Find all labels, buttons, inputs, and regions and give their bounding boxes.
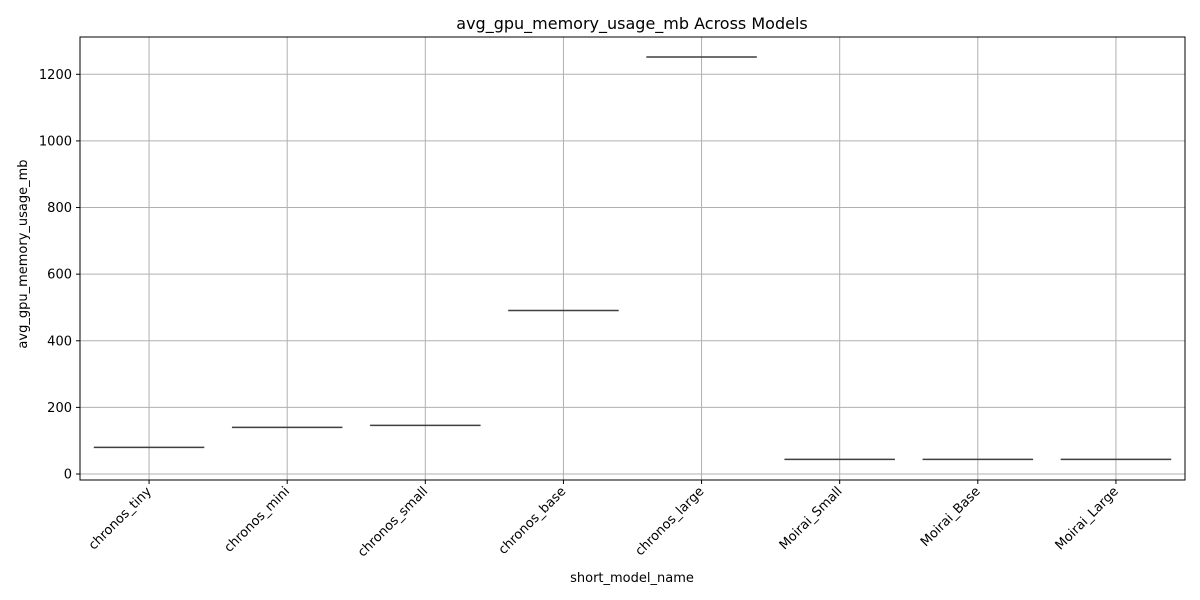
- x-tick-label: chronos_base: [496, 484, 569, 557]
- x-tick-label: Moirai_Base: [918, 484, 984, 550]
- y-tick-label: 800: [47, 201, 72, 216]
- y-tick-label: 600: [47, 268, 72, 283]
- plot-frame: [79, 36, 1186, 481]
- grid: [80, 37, 1185, 480]
- ticks: 0 200 400 600 800 1000 1200 chronos_tiny chronos…: [39, 68, 1122, 560]
- x-axis-label: short_model_name: [570, 571, 694, 586]
- x-tick-label: Moirai_Small: [777, 484, 846, 553]
- y-tick-label: 200: [47, 401, 72, 416]
- y-tick-label: 400: [47, 334, 72, 349]
- x-tick-label: Moirai_Large: [1053, 484, 1122, 553]
- chart-title: avg_gpu_memory_usage_mb Across Models: [456, 14, 807, 34]
- y-axis-label: avg_gpu_memory_usage_mb: [16, 159, 31, 348]
- x-tick-label: chronos_small: [355, 484, 431, 560]
- boxes: [93, 56, 1172, 461]
- y-tick-label: 1000: [39, 134, 72, 149]
- y-tick-label: 0: [64, 468, 72, 483]
- x-tick-label: chronos_tiny: [86, 484, 155, 553]
- y-tick-label: 1200: [39, 68, 72, 83]
- x-tick-label: chronos_mini: [222, 484, 293, 555]
- x-tick-label: chronos_large: [633, 484, 708, 559]
